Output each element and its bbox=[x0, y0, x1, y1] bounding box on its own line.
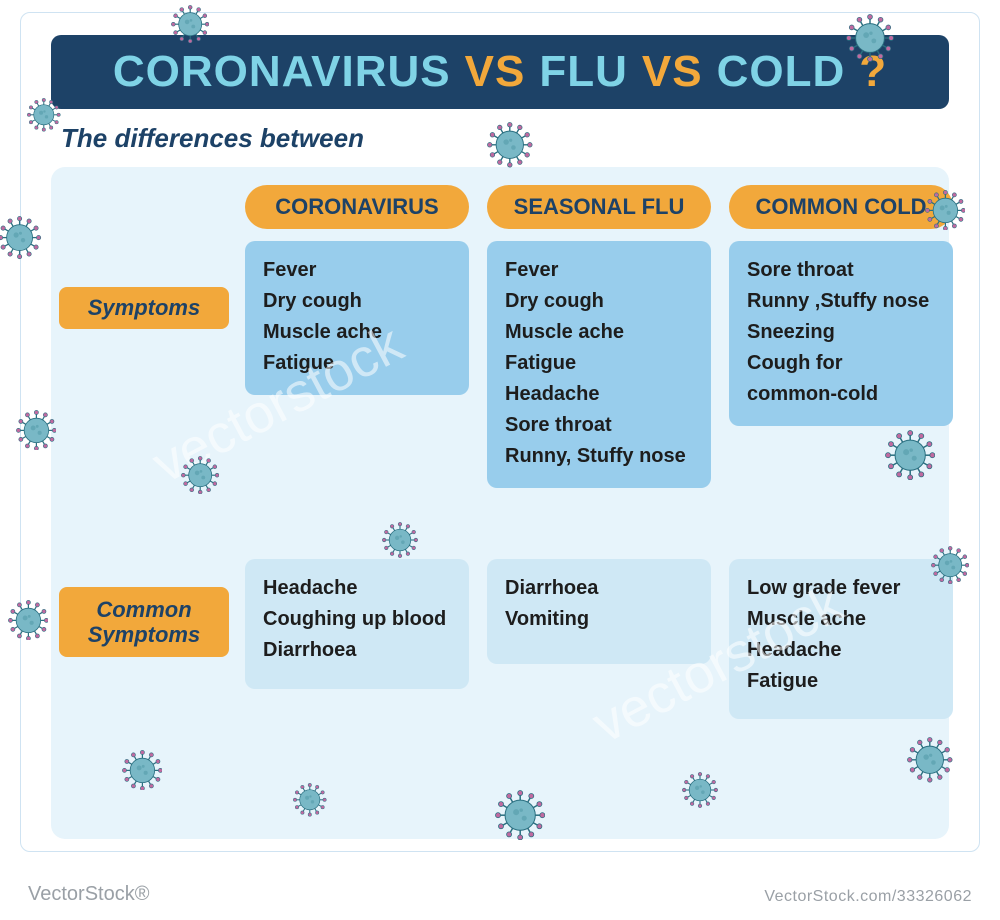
symptom-cell: FeverDry coughMuscle acheFatigueHeadache… bbox=[487, 241, 711, 488]
symptom-cell: FeverDry coughMuscle acheFatigue bbox=[245, 241, 469, 395]
symptom-item: Fatigue bbox=[505, 348, 695, 379]
column-header: CORONAVIRUS bbox=[245, 185, 469, 229]
symptom-item: Fever bbox=[263, 255, 453, 286]
symptom-item: Headache bbox=[505, 379, 695, 410]
symptom-item: Dry cough bbox=[505, 286, 695, 317]
symptom-item: Muscle ache bbox=[263, 317, 453, 348]
symptom-cell: Sore throatRunny ,Stuffy noseSneezingCou… bbox=[729, 241, 953, 426]
symptom-item: Muscle ache bbox=[747, 604, 937, 635]
title-word: ? bbox=[859, 47, 887, 97]
column-header: SEASONAL FLU bbox=[487, 185, 711, 229]
watermark-vectorstock: VectorStock® bbox=[28, 883, 149, 906]
subtitle: The differences between bbox=[61, 123, 364, 154]
comparison-panel: CORONAVIRUSSEASONAL FLUCOMMON COLDSympto… bbox=[51, 167, 949, 839]
title-bar: CORONAVIRUS VS FLU VS COLD? bbox=[51, 35, 949, 109]
symptom-cell: HeadacheCoughing up bloodDiarrhoea bbox=[245, 559, 469, 689]
symptom-item: Fatigue bbox=[263, 348, 453, 379]
symptom-item: Vomiting bbox=[505, 604, 695, 635]
symptom-item: Dry cough bbox=[263, 286, 453, 317]
symptom-item: Sore throat bbox=[747, 255, 937, 286]
symptom-cell: Low grade feverMuscle acheHeadacheFatigu… bbox=[729, 559, 953, 719]
symptom-item: Fever bbox=[505, 255, 695, 286]
symptom-item: Low grade fever bbox=[747, 573, 937, 604]
symptom-item: Coughing up blood bbox=[263, 604, 453, 635]
symptom-item: Sore throat bbox=[505, 410, 695, 441]
title-word: VS bbox=[465, 47, 526, 97]
symptom-item: Fatigue bbox=[747, 666, 937, 697]
column-header: COMMON COLD bbox=[729, 185, 953, 229]
symptom-item: Sneezing bbox=[747, 317, 937, 348]
row-label: Symptoms bbox=[59, 287, 229, 329]
symptom-item: Muscle ache bbox=[505, 317, 695, 348]
symptom-item: Diarrhoea bbox=[505, 573, 695, 604]
symptom-cell: DiarrhoeaVomiting bbox=[487, 559, 711, 664]
symptom-item: Runny ,Stuffy nose bbox=[747, 286, 937, 317]
image-id: VectorStock.com/33326062 bbox=[764, 888, 972, 906]
symptom-item: Cough for common-cold bbox=[747, 348, 937, 410]
infographic-canvas: CORONAVIRUS VS FLU VS COLD? The differences … bbox=[20, 12, 980, 852]
title-word: FLU bbox=[539, 47, 628, 97]
row-label: Common Symptoms bbox=[59, 587, 229, 657]
symptom-item: Runny, Stuffy nose bbox=[505, 441, 695, 472]
symptom-item: Diarrhoea bbox=[263, 635, 453, 666]
title-word: COLD bbox=[717, 47, 846, 97]
title-word: VS bbox=[642, 47, 703, 97]
symptom-item: Headache bbox=[747, 635, 937, 666]
title-word: CORONAVIRUS bbox=[113, 47, 451, 97]
symptom-item: Headache bbox=[263, 573, 453, 604]
